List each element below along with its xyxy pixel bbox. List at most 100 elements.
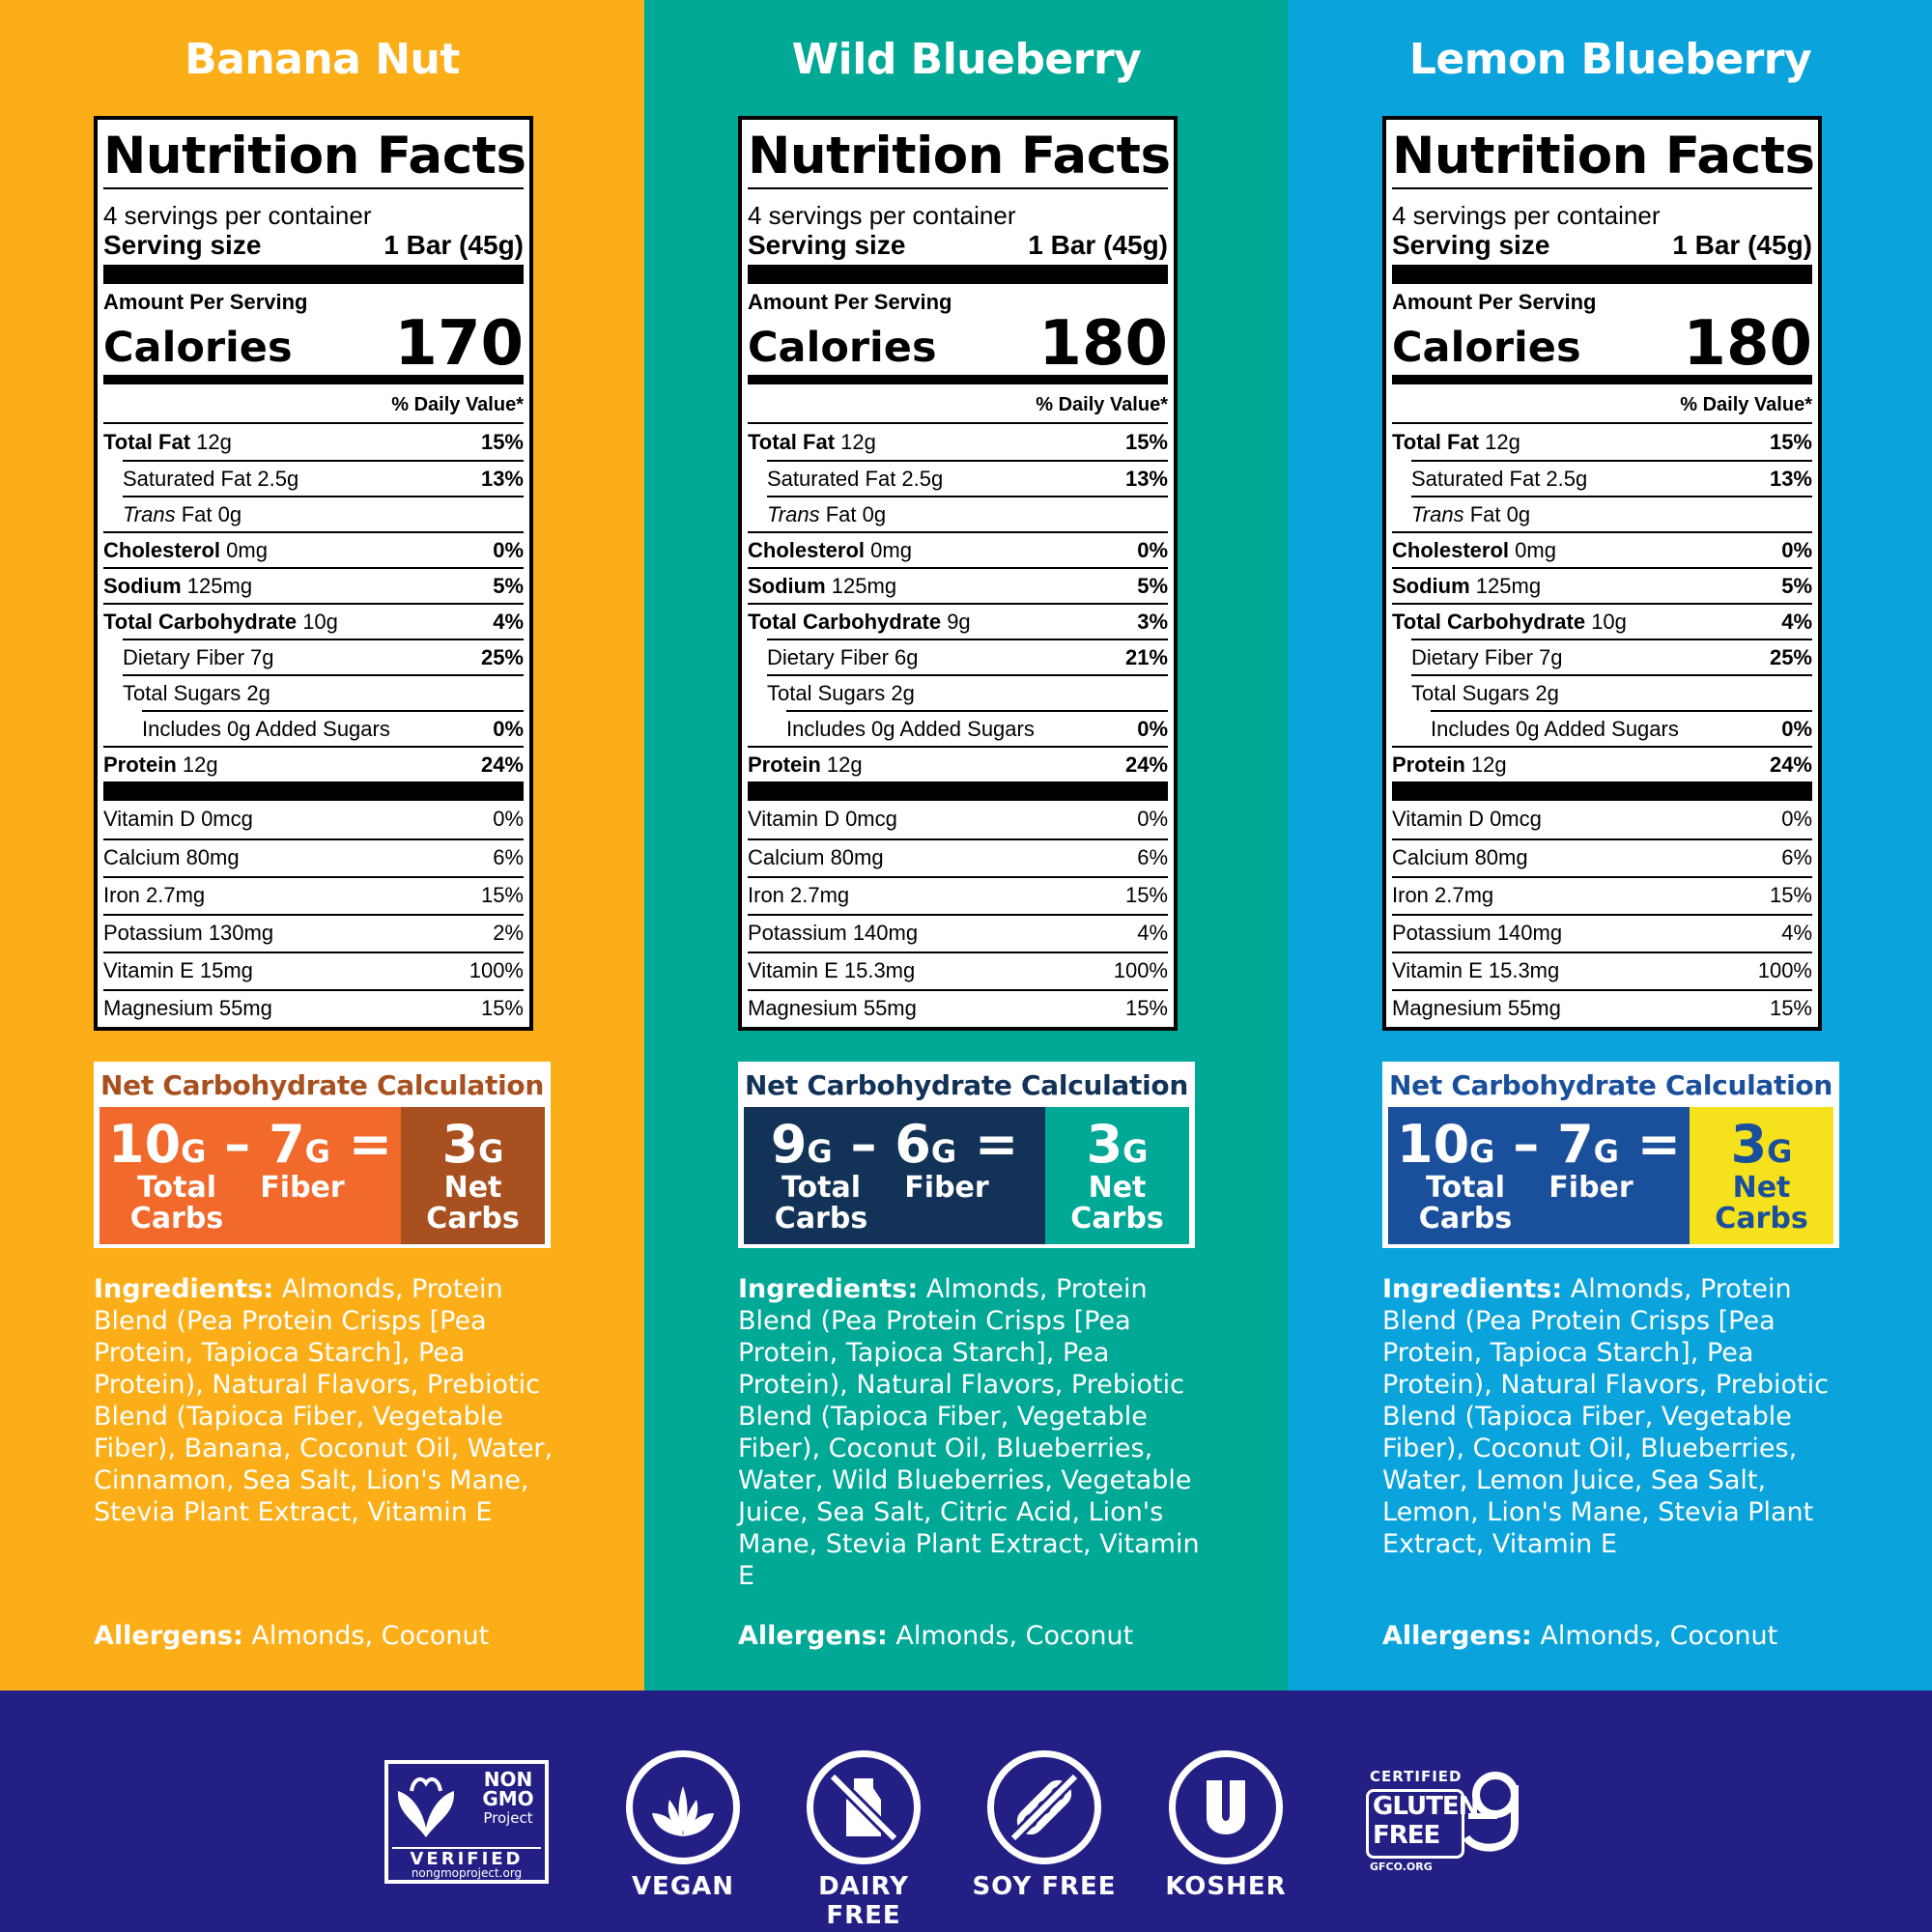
serving-size-label: Serving size: [1392, 230, 1550, 261]
nutrient-name: Trans: [1411, 502, 1464, 527]
vitamin-name: Iron 2.7mg: [748, 883, 850, 908]
nutrient-row: Total Carbohydrate 10g 4%: [1392, 602, 1812, 639]
nutrient-label: Total Sugars 2g: [767, 681, 915, 706]
vitamin-daily-value: 100%: [469, 958, 524, 983]
nutrient-name: Total Fat: [748, 430, 836, 455]
nutrient-label: Total Carbohydrate 10g: [103, 610, 338, 635]
nutrient-amount: 0mg: [870, 538, 912, 563]
allergens-list: Almonds, Coconut: [1540, 1621, 1778, 1651]
nutrient-row: Sodium 125mg 5%: [748, 566, 1168, 603]
nutrient-daily-value: 21%: [1124, 645, 1168, 670]
butterfly-icon: [397, 1776, 455, 1837]
vegan-badge: [626, 1750, 740, 1864]
nutrient-row: Total Fat 12g 15%: [1392, 424, 1812, 460]
nutrient-amount: 12g: [196, 430, 232, 455]
nutrient-label: Protein 12g: [103, 753, 218, 778]
nutrient-name: Includes 0g Added Sugars: [786, 717, 1035, 742]
leaf-icon: [626, 1750, 740, 1864]
nutrient-daily-value: 25%: [1769, 645, 1812, 670]
gluten-certified: CERTIFIED: [1370, 1768, 1463, 1785]
nutrient-amount: 0mg: [226, 538, 268, 563]
equals-sign: =: [974, 1114, 1019, 1175]
nutrient-row: Includes 0g Added Sugars 0%: [1431, 709, 1812, 746]
nutrient-label: Saturated Fat 2.5g: [1411, 467, 1587, 492]
nutrient-daily-value: 5%: [1781, 574, 1812, 599]
nutrient-row: Total Fat 12g 15%: [103, 424, 524, 460]
vitamin-daily-value: 15%: [480, 883, 524, 908]
nutrient-daily-value: 5%: [1137, 574, 1168, 599]
nutrient-amount: 10g: [302, 610, 338, 635]
nutrient-row: Dietary Fiber 7g 25%: [1411, 638, 1812, 674]
calories-label: Calories: [748, 323, 937, 372]
nutrition-facts-title: Nutrition Facts: [748, 130, 1171, 189]
calories-label: Calories: [1392, 323, 1581, 372]
nutrient-label: Protein 12g: [748, 753, 863, 778]
net-carbs-label-1: Net: [1732, 1171, 1791, 1205]
net-carb-formula: 10G – 7G =: [1388, 1119, 1690, 1171]
vitamin-name: Calcium 80mg: [103, 845, 240, 870]
nutrient-row: Total Carbohydrate 10g 4%: [103, 602, 524, 639]
nutrient-name: Cholesterol: [748, 538, 866, 563]
nutrient-row: Cholesterol 0mg 0%: [1392, 530, 1812, 567]
vitamin-daily-value: 15%: [1124, 996, 1168, 1021]
nutrient-list: Total Fat 12g 15% Saturated Fat 2.5g 13% Tr…: [1392, 424, 1812, 801]
total-carbs-value: 9: [770, 1114, 808, 1175]
net-carb-equation: 10G – 7G = Total Carbs Fiber: [99, 1107, 401, 1244]
vitamin-row: Vitamin D 0mcg 0%: [103, 801, 524, 838]
ingredients-text: Ingredients: Almonds, Protein Blend (Pea…: [738, 1273, 1221, 1592]
calories-value: 180: [1683, 307, 1812, 380]
nutrient-row: Sodium 125mg 5%: [1392, 566, 1812, 603]
nutrient-name: Total Fat: [1392, 430, 1480, 455]
vitamin-daily-value: 0%: [493, 807, 524, 832]
allergens-list: Almonds, Coconut: [895, 1621, 1134, 1651]
nutrient-label: Dietary Fiber 7g: [1411, 645, 1563, 670]
vitamin-row: Magnesium 55mg 15%: [1392, 988, 1812, 1027]
nutrient-daily-value: 13%: [480, 467, 524, 492]
allergens-text: Allergens: Almonds, Coconut: [94, 1621, 489, 1651]
vitamin-daily-value: 15%: [1769, 883, 1812, 908]
net-carbs-label-1: Net: [1088, 1171, 1147, 1205]
fiber-value: 7: [1557, 1114, 1594, 1175]
vitamin-daily-value: 15%: [480, 996, 524, 1021]
servings-per-container: 4 servings per container: [1392, 201, 1661, 230]
nutrient-label: Total Carbohydrate 10g: [1392, 610, 1627, 635]
allergens-label: Allergens:: [94, 1621, 243, 1651]
total-carbs-unit: G: [181, 1133, 207, 1170]
ingredients-list: Almonds, Protein Blend (Pea Protein Cris…: [1382, 1274, 1829, 1559]
nutrient-name: Protein: [103, 753, 177, 778]
vitamin-row: Vitamin E 15.3mg 100%: [1392, 951, 1812, 989]
minus-sign: –: [224, 1114, 251, 1175]
nutrition-facts-title: Nutrition Facts: [103, 130, 526, 189]
serving-size-label: Serving size: [748, 230, 906, 261]
milk-bottle-crossed-icon: [807, 1750, 921, 1864]
nutrient-daily-value: 0%: [1137, 538, 1168, 563]
nutrient-daily-value: 4%: [493, 610, 524, 635]
net-carb-equation: 9G – 6G = Total Carbs Fiber: [744, 1107, 1045, 1244]
nutrient-row: Dietary Fiber 6g 21%: [767, 638, 1168, 674]
allergens-label: Allergens:: [738, 1621, 888, 1651]
net-carb-formula: 9G – 6G =: [744, 1119, 1045, 1171]
daily-value-header: % Daily Value*: [103, 384, 524, 424]
net-carbs-label: Net Carbs: [1690, 1173, 1833, 1235]
badge-label-vegan: VEGAN: [631, 1872, 735, 1901]
nongmo-line3: Project: [483, 1809, 533, 1827]
nutrient-label: Total Carbohydrate 9g: [748, 610, 971, 635]
nutrient-daily-value: 0%: [493, 717, 524, 742]
net-carb-calculation: Net Carbohydrate Calculation 10G – 7G = …: [94, 1062, 551, 1248]
gluten-url: GFCO.ORG: [1370, 1861, 1433, 1873]
vitamin-name: Iron 2.7mg: [1392, 883, 1494, 908]
nutrient-name: Total Carbohydrate: [103, 610, 298, 635]
nutrient-row: Total Sugars 2g: [123, 673, 524, 710]
ingredients-label: Ingredients:: [94, 1274, 274, 1304]
serving-size-row: Serving size 1 Bar (45g): [103, 230, 524, 284]
nongmo-verified: VERIFIED: [392, 1847, 541, 1869]
nutrient-label: Saturated Fat 2.5g: [123, 467, 298, 492]
servings-per-container: 4 servings per container: [103, 201, 372, 230]
nutrient-name: Protein: [748, 753, 821, 778]
vitamin-list: Vitamin D 0mcg 0% Calcium 80mg 6% Iron 2.7mg…: [748, 801, 1168, 1027]
vitamin-row: Calcium 80mg 6%: [748, 838, 1168, 876]
nutrient-name: Total Fat: [103, 430, 191, 455]
net-carb-equation: 10G – 7G = Total Carbs Fiber: [1388, 1107, 1690, 1244]
vitamin-daily-value: 6%: [1137, 845, 1168, 870]
total-carbs-label-1: Total: [781, 1171, 861, 1205]
